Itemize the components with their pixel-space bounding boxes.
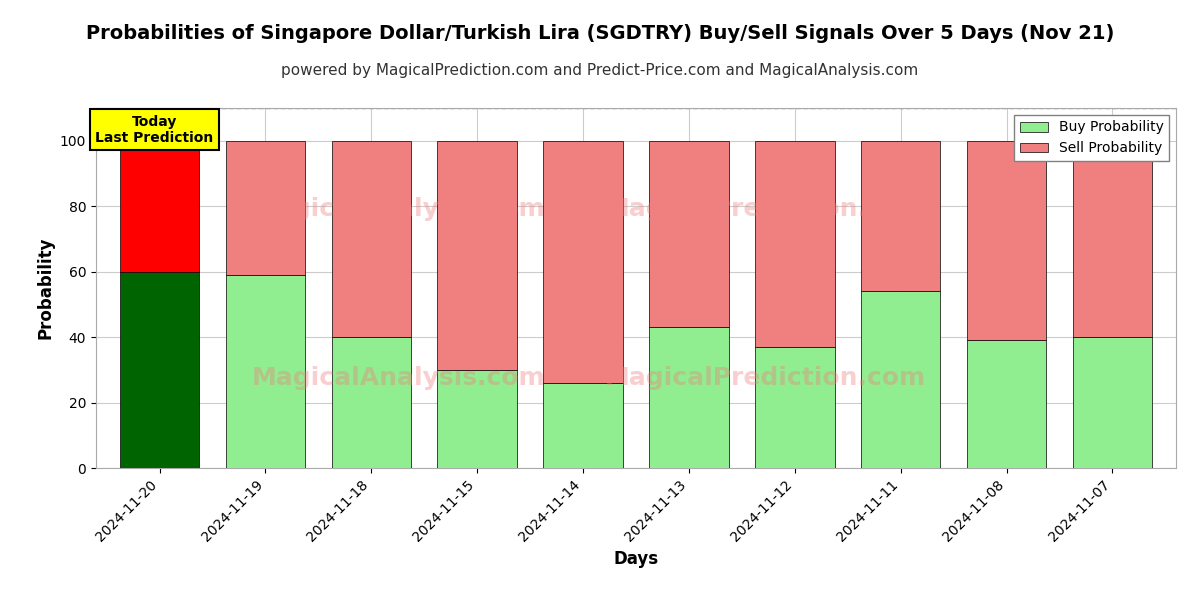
Bar bbox=[120, 141, 199, 272]
Bar bbox=[755, 347, 834, 468]
Bar bbox=[1073, 337, 1152, 468]
Text: MagicalAnalysis.com: MagicalAnalysis.com bbox=[252, 366, 545, 390]
Text: Today
Last Prediction: Today Last Prediction bbox=[95, 115, 214, 145]
Bar bbox=[226, 141, 305, 275]
Text: Probabilities of Singapore Dollar/Turkish Lira (SGDTRY) Buy/Sell Signals Over 5 : Probabilities of Singapore Dollar/Turkis… bbox=[86, 24, 1114, 43]
Bar bbox=[331, 141, 412, 337]
Bar bbox=[862, 291, 941, 468]
Bar bbox=[226, 275, 305, 468]
Text: powered by MagicalPrediction.com and Predict-Price.com and MagicalAnalysis.com: powered by MagicalPrediction.com and Pre… bbox=[281, 63, 919, 78]
Legend: Buy Probability, Sell Probability: Buy Probability, Sell Probability bbox=[1014, 115, 1169, 161]
Bar bbox=[967, 340, 1046, 468]
Bar bbox=[120, 272, 199, 468]
Bar bbox=[755, 141, 834, 347]
Bar bbox=[1073, 141, 1152, 337]
Text: MagicalPrediction.com: MagicalPrediction.com bbox=[605, 366, 926, 390]
Bar bbox=[544, 383, 623, 468]
Y-axis label: Probability: Probability bbox=[36, 237, 54, 339]
Bar bbox=[862, 141, 941, 291]
Bar bbox=[649, 141, 728, 327]
Bar bbox=[438, 141, 517, 370]
Bar bbox=[331, 337, 412, 468]
Text: MagicalPrediction.com: MagicalPrediction.com bbox=[605, 197, 926, 221]
X-axis label: Days: Days bbox=[613, 550, 659, 568]
Bar bbox=[967, 141, 1046, 340]
Text: MagicalAnalysis.com: MagicalAnalysis.com bbox=[252, 197, 545, 221]
Bar bbox=[649, 327, 728, 468]
Bar bbox=[438, 370, 517, 468]
Bar bbox=[544, 141, 623, 383]
